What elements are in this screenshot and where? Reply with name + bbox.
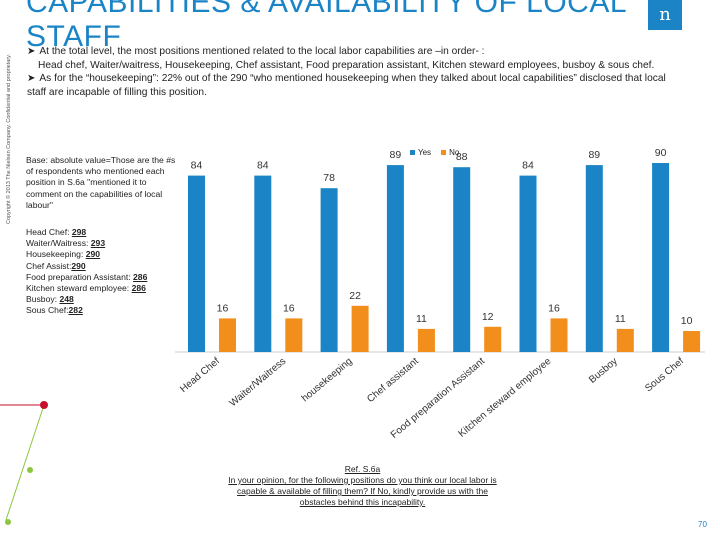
data-label-yes: 88 [456,151,468,163]
bar-no [351,305,369,352]
count-value: 286 [131,283,146,294]
count-row: Kitchen steward employee: 286 [26,283,176,294]
data-label-no: 16 [548,302,560,314]
bar-no [219,318,236,352]
count-label: Waiter/Waitress: [26,238,89,249]
bullet-1-body: Head chef, Waiter/waitress, Housekeeping… [38,59,655,71]
bullet-1: ➤ At the total level, the most positions … [27,45,687,59]
x-tick-label: housekeeping [300,356,355,404]
bar-yes [652,163,670,352]
legend-swatch-yes [410,150,415,155]
count-row: Waiter/Waitress: 293 [26,238,176,249]
bar-no [616,328,634,352]
bullet-1-lead: At the total level, the most positions m… [39,46,485,57]
x-tick-label: Busboy [587,356,620,386]
data-label-no: 12 [482,311,494,323]
x-tick-label: Sous Chef [643,356,686,395]
bar-no [550,318,568,352]
bar-yes [386,165,404,352]
data-label-yes: 84 [522,160,534,172]
page-title-line1: CAPABILITIES & AVAILABILITY OF LOCAL [26,0,628,19]
legend-label-yes: Yes [418,148,432,157]
count-row: Head Chef: 298 [26,227,176,238]
decorative-line [5,404,45,521]
decorative-graphic [0,401,48,525]
page-title-line2: STAFF [26,20,122,53]
bar-no [484,326,502,352]
data-label-yes: 89 [390,149,402,161]
data-label-yes: 89 [588,149,600,161]
data-label-yes: 84 [257,160,269,172]
data-label-yes: 90 [655,147,667,159]
x-tick-label: Chef assistant [365,356,421,405]
reference-note: Ref. S.6a In your opinion, for the follo… [220,464,505,508]
nielsen-logo: n [648,0,682,30]
count-label: Kitchen steward employee: [26,283,130,294]
bar-yes [254,175,272,352]
bar-no [285,318,303,352]
count-value: 282 [68,305,83,316]
count-row: Housekeeping: 290 [26,249,176,260]
bullet-2: ➤ As for the “housekeeping”: 22% out of t… [27,72,687,99]
data-label-no: 22 [349,290,361,302]
bar-yes [585,165,603,352]
count-label: Housekeeping: [26,249,84,260]
arrow-bullet-icon: ➤ [27,73,36,84]
data-label-yes: 84 [191,160,203,172]
decorative-dot [5,519,11,525]
bar-no [683,331,701,352]
chart-legend: Yes No [410,148,459,157]
decorative-dot [40,401,48,409]
count-row: Sous Chef:282 [26,305,176,316]
legend-label-no: No [449,148,460,157]
count-value: 290 [71,260,86,271]
count-value: 290 [85,249,101,260]
x-tick-label: Head Chef [178,356,222,395]
x-tick-label: Waiter/Waitress [228,356,289,409]
bullet-2-lead: As for the “housekeeping”: 22% out of th… [27,73,666,98]
count-value: 293 [90,238,106,249]
logo-text: n [659,4,671,25]
count-label: Busboy: [26,294,58,305]
decorative-dot [27,467,33,473]
data-label-no: 11 [416,313,427,325]
data-label-no: 16 [283,302,295,314]
page-title: CAPABILITIES & AVAILABILITY OF LOCAL STA… [26,0,627,54]
bullet-list: ➤ At the total level, the most positions … [27,45,687,99]
bar-no [417,328,435,352]
count-label: Sous Chef: [26,305,69,316]
respondent-counts: Head Chef: 298 Waiter/Waitress: 293 Hous… [26,227,176,317]
page-number: 70 [698,520,707,529]
count-value: 286 [133,271,148,282]
bar-yes [320,188,338,352]
base-note: Base: absolute value=Those are the #s of… [26,155,176,210]
bar-yes [453,167,471,352]
legend-item-no: No [441,148,459,157]
arrow-bullet-icon: ➤ [27,46,36,57]
count-label: Food preparation Assistant: [26,271,131,282]
data-label-yes: 78 [323,172,335,184]
reference-question: In your opinion, for the following posit… [228,475,497,507]
legend-item-yes: Yes [410,148,431,157]
bar-yes [519,175,537,352]
count-label: Head Chef: [26,227,70,237]
data-label-no: 10 [681,315,693,327]
data-label-no: 16 [217,302,229,314]
count-value: 298 [71,227,87,237]
count-row: Chef Assist:290 [26,261,176,272]
count-label: Chef Assist: [26,260,72,271]
legend-swatch-no [441,150,447,155]
data-label-no: 11 [615,313,626,325]
bar-yes [188,175,205,352]
count-row: Food preparation Assistant: 286 [26,272,176,283]
reference-label: Ref. S.6a [344,464,381,474]
count-value: 248 [59,294,74,305]
count-row: Busboy: 248 [26,294,176,305]
